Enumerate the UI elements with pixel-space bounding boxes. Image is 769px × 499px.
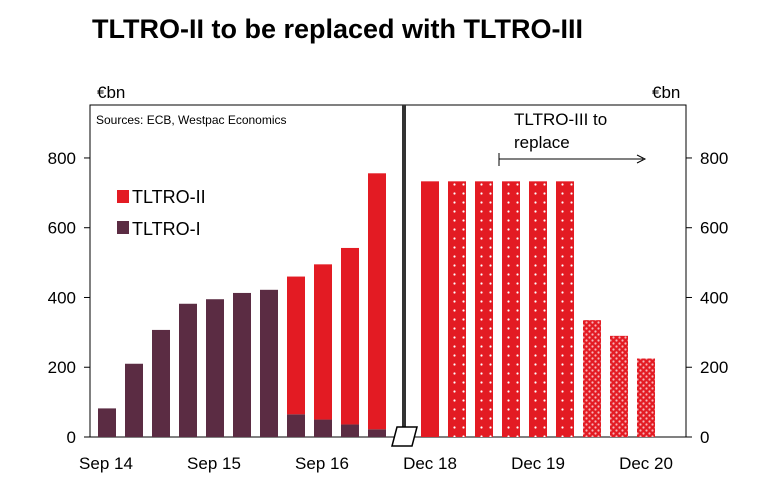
y-tick-label: 800 [48,149,76,168]
x-tick-label: Sep 15 [187,454,241,473]
x-tick-label: Sep 14 [79,454,133,473]
x-tick-label: Dec 19 [511,454,565,473]
axis-break-marker [391,426,418,447]
plot-frame [89,104,687,438]
bar-tltro-ii-projected [475,181,493,437]
bar-tltro-i [260,289,278,437]
bar-tltro-i [179,303,197,437]
bar-tltro-ii [368,173,386,430]
y-tick-label: 0 [67,428,76,447]
legend-swatch-tltro-i [117,221,129,234]
y-tick-label-right: 400 [700,288,728,307]
y-tick-label-right: 800 [700,149,728,168]
bar-tltro-ii-projected [583,320,601,437]
bar-tltro-i [233,292,251,437]
x-tick-label: Dec 20 [619,454,673,473]
x-tick-label: Sep 16 [295,454,349,473]
source-note: Sources: ECB, Westpac Economics [96,113,287,127]
y-tick-label-right: 200 [700,358,728,377]
left-unit-label: €bn [97,83,125,102]
bar-tltro-i [125,363,143,437]
y-tick-label-right: 600 [700,219,728,238]
bar-tltro-ii-projected [448,181,466,437]
left-axis: 0 200 400 600 800 [48,149,90,447]
y-tick-label: 400 [48,288,76,307]
bar-tltro-ii [341,247,359,425]
bar-tltro-ii-projected [421,181,439,437]
y-tick-label: 600 [48,219,76,238]
chart-title: TLTRO-II to be replaced with TLTRO-III [92,14,583,44]
annotation-arrow-head [636,154,647,164]
bar-tltro-ii-projected [529,181,547,437]
y-tick-label: 200 [48,358,76,377]
bar-tltro-i [98,408,116,437]
bar-tltro-i [314,419,332,437]
annotation-line-1: TLTRO-III to [514,110,607,129]
bar-tltro-ii-projected [556,181,574,437]
bar-tltro-i [287,414,305,437]
bar-tltro-i [152,329,170,437]
bar-tltro-ii [314,264,332,420]
y-tick-label-right: 0 [700,428,709,447]
legend-label-tltro-ii: TLTRO-II [132,187,206,207]
x-tick-label: Dec 18 [403,454,457,473]
bar-tltro-ii-projected [610,335,628,437]
annotation-line-2: replace [514,133,570,152]
right-axis: 0 200 400 600 800 [686,149,728,447]
legend-label-tltro-i: TLTRO-I [132,219,201,239]
bar-tltro-ii-projected [637,358,655,437]
right-unit-label: €bn [652,83,680,102]
bar-tltro-i [368,429,386,437]
legend-swatch-tltro-ii [117,190,129,203]
bars [98,173,655,437]
bar-tltro-ii [287,276,305,415]
bar-tltro-ii-projected [502,181,520,437]
bar-tltro-i [341,424,359,437]
bar-tltro-i [206,299,224,437]
